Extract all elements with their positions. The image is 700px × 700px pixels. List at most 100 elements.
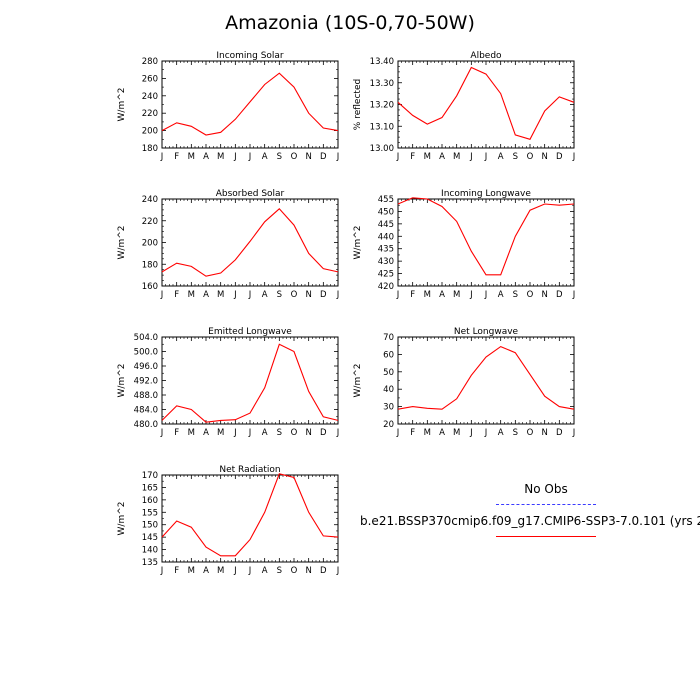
x-tick-label: F bbox=[174, 566, 179, 576]
y-tick-label: 170 bbox=[142, 471, 158, 481]
x-tick-label: J bbox=[233, 428, 237, 438]
x-tick-label: M bbox=[188, 566, 195, 576]
x-tick-label: J bbox=[572, 290, 576, 300]
y-tick-label: 60 bbox=[383, 350, 394, 360]
y-tick-label: 440 bbox=[378, 232, 394, 242]
x-tick-label: S bbox=[513, 152, 518, 162]
x-tick-label: J bbox=[484, 152, 488, 162]
y-tick-label: 420 bbox=[378, 282, 394, 292]
x-tick-label: N bbox=[541, 152, 547, 162]
x-tick-label: A bbox=[498, 152, 504, 162]
plot-frame bbox=[161, 198, 339, 287]
x-tick-label: J bbox=[469, 152, 473, 162]
y-tick-label: 430 bbox=[378, 257, 394, 267]
x-tick-label: M bbox=[217, 428, 224, 438]
y-axis-label: % reflected bbox=[353, 79, 363, 130]
x-tick-label: S bbox=[277, 290, 282, 300]
y-tick-label: 220 bbox=[142, 217, 158, 227]
x-tick-label: D bbox=[320, 152, 327, 162]
series-line bbox=[397, 345, 575, 410]
x-tick-label: A bbox=[203, 152, 209, 162]
y-axis-label: W/m^2 bbox=[117, 226, 127, 260]
x-tick-label: F bbox=[410, 428, 415, 438]
legend-model-line bbox=[496, 536, 596, 537]
x-tick-label: J bbox=[233, 152, 237, 162]
x-tick-label: J bbox=[336, 290, 340, 300]
y-tick-label: 200 bbox=[142, 127, 158, 137]
series-line bbox=[397, 66, 575, 140]
y-tick-label: 155 bbox=[142, 508, 158, 518]
y-axis-label: W/m^2 bbox=[353, 364, 363, 398]
x-tick-label: J bbox=[248, 152, 252, 162]
y-tick-label: 280 bbox=[142, 57, 158, 67]
y-tick-label: 160 bbox=[142, 282, 158, 292]
x-tick-label: A bbox=[262, 428, 268, 438]
x-tick-label: M bbox=[217, 566, 224, 576]
x-tick-label: N bbox=[541, 290, 547, 300]
x-tick-label: O bbox=[291, 152, 298, 162]
plot-frame bbox=[397, 336, 575, 425]
x-tick-label: J bbox=[248, 290, 252, 300]
x-tick-label: J bbox=[469, 428, 473, 438]
x-tick-label: D bbox=[556, 428, 563, 438]
y-tick-label: 135 bbox=[142, 558, 158, 568]
y-tick-label: 70 bbox=[383, 333, 394, 343]
x-tick-label: F bbox=[174, 428, 179, 438]
x-tick-label: O bbox=[527, 152, 534, 162]
y-tick-label: 260 bbox=[142, 74, 158, 84]
x-tick-label: A bbox=[439, 428, 445, 438]
plot-frame bbox=[161, 60, 339, 149]
y-axis-label: W/m^2 bbox=[117, 502, 127, 536]
x-tick-label: A bbox=[498, 290, 504, 300]
x-tick-label: N bbox=[541, 428, 547, 438]
series-line bbox=[161, 343, 339, 423]
y-tick-label: 165 bbox=[142, 483, 158, 493]
x-tick-label: S bbox=[277, 566, 282, 576]
x-tick-label: J bbox=[336, 152, 340, 162]
x-tick-label: M bbox=[188, 428, 195, 438]
x-tick-label: J bbox=[396, 290, 400, 300]
x-tick-label: S bbox=[277, 428, 282, 438]
y-tick-label: 20 bbox=[383, 420, 394, 430]
plot-frame bbox=[397, 198, 575, 287]
y-tick-label: 180 bbox=[142, 144, 158, 154]
x-tick-label: M bbox=[217, 290, 224, 300]
x-tick-label: M bbox=[424, 290, 431, 300]
y-tick-label: 30 bbox=[383, 403, 394, 413]
y-tick-label: 145 bbox=[142, 533, 158, 543]
y-tick-label: 150 bbox=[142, 521, 158, 531]
y-tick-label: 445 bbox=[378, 220, 394, 230]
x-tick-label: O bbox=[291, 290, 298, 300]
x-tick-label: F bbox=[174, 290, 179, 300]
x-tick-label: J bbox=[396, 152, 400, 162]
panel-title: Net Longwave bbox=[454, 327, 519, 337]
x-tick-label: J bbox=[233, 566, 237, 576]
x-tick-label: O bbox=[527, 428, 534, 438]
x-tick-label: M bbox=[188, 152, 195, 162]
y-tick-label: 220 bbox=[142, 109, 158, 119]
x-tick-label: J bbox=[484, 290, 488, 300]
y-tick-label: 492.0 bbox=[134, 377, 158, 387]
x-tick-label: M bbox=[217, 152, 224, 162]
x-tick-label: J bbox=[484, 428, 488, 438]
legend-obs-dashed-line bbox=[496, 504, 596, 505]
y-tick-label: 425 bbox=[378, 270, 394, 280]
x-tick-label: F bbox=[410, 152, 415, 162]
x-tick-label: J bbox=[336, 428, 340, 438]
x-tick-label: N bbox=[305, 152, 311, 162]
x-tick-label: A bbox=[498, 428, 504, 438]
series-line bbox=[161, 208, 339, 277]
legend-no-obs-label: No Obs bbox=[524, 482, 568, 496]
panel-title: Albedo bbox=[470, 51, 502, 61]
y-tick-label: 13.00 bbox=[370, 144, 394, 154]
x-tick-label: D bbox=[320, 428, 327, 438]
x-tick-label: M bbox=[453, 152, 460, 162]
x-tick-label: O bbox=[291, 428, 298, 438]
y-tick-label: 140 bbox=[142, 546, 158, 556]
x-tick-label: M bbox=[453, 428, 460, 438]
panel-title: Absorbed Solar bbox=[216, 189, 285, 199]
y-tick-label: 435 bbox=[378, 245, 394, 255]
